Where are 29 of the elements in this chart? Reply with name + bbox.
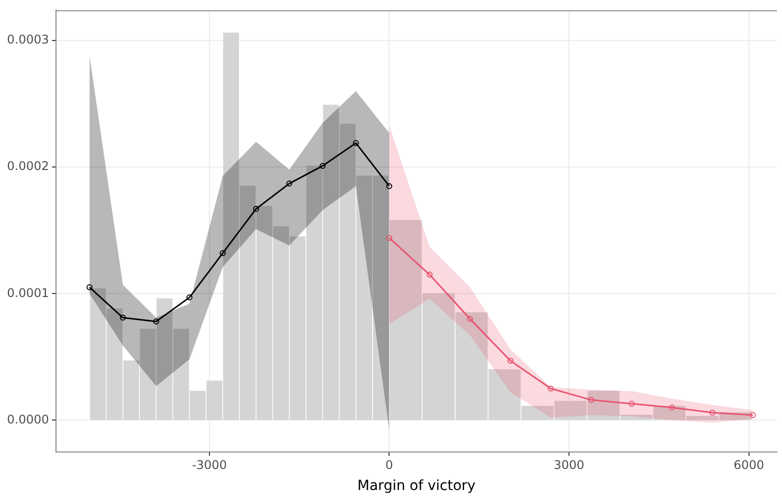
point [320, 162, 326, 169]
point [253, 206, 260, 212]
y-tick-label: 0.0001 [6, 286, 49, 300]
y-tick-label: 0.0000 [6, 412, 49, 426]
point [668, 404, 675, 411]
point [186, 294, 192, 300]
point [628, 400, 635, 407]
point [220, 250, 226, 256]
point [588, 396, 594, 403]
point [750, 412, 756, 418]
x-tick-label: -3000 [192, 458, 227, 472]
point [507, 358, 514, 364]
point [86, 284, 93, 290]
point [386, 183, 392, 190]
point [709, 410, 716, 416]
point [386, 234, 392, 241]
point [153, 318, 160, 324]
x-axis-title: Margin of victory [357, 478, 476, 494]
point [548, 386, 554, 392]
point [467, 316, 474, 322]
x-tick-label: 0 [385, 458, 394, 472]
point [286, 180, 292, 187]
point [426, 272, 433, 278]
x-tick-label: 3000 [554, 458, 584, 472]
x-tick-label: 6000 [734, 458, 764, 472]
y-tick-label: 0.0002 [6, 159, 49, 174]
point [120, 314, 126, 321]
point [352, 140, 359, 146]
y-tick-label: 0.0003 [6, 32, 49, 47]
